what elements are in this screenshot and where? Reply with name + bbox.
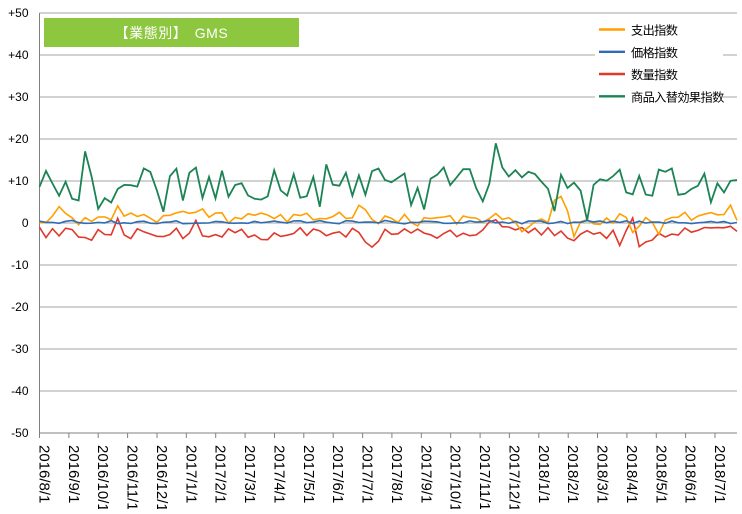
svg-text:+20: +20 (8, 132, 29, 146)
svg-text:支出指数: 支出指数 (631, 23, 678, 38)
svg-text:+30: +30 (8, 90, 29, 104)
svg-text:2016/11/1: 2016/11/1 (124, 445, 141, 509)
svg-text:-20: -20 (11, 300, 29, 314)
svg-text:0: 0 (22, 216, 29, 230)
svg-text:-30: -30 (11, 342, 29, 356)
svg-text:2016/8/1: 2016/8/1 (36, 445, 53, 503)
svg-text:-40: -40 (11, 384, 29, 398)
svg-text:2016/12/1: 2016/12/1 (153, 445, 170, 509)
svg-text:2018/2/1: 2018/2/1 (564, 445, 581, 503)
svg-text:+40: +40 (8, 48, 29, 62)
svg-text:2017/3/1: 2017/3/1 (241, 445, 258, 503)
svg-text:2018/5/1: 2018/5/1 (652, 445, 669, 503)
svg-text:2018/1/1: 2018/1/1 (535, 445, 552, 503)
svg-text:商品入替効果指数: 商品入替効果指数 (631, 89, 724, 104)
svg-text:価格指数: 価格指数 (631, 45, 678, 60)
svg-text:2017/1/1: 2017/1/1 (182, 445, 199, 503)
svg-text:2016/10/1: 2016/10/1 (94, 445, 111, 509)
svg-text:2018/4/1: 2018/4/1 (623, 445, 640, 503)
svg-text:2018/3/1: 2018/3/1 (594, 445, 611, 503)
svg-text:2017/7/1: 2017/7/1 (359, 445, 376, 503)
svg-text:2017/10/1: 2017/10/1 (447, 445, 464, 509)
svg-text:2017/11/1: 2017/11/1 (476, 445, 493, 509)
svg-text:2017/2/1: 2017/2/1 (212, 445, 229, 503)
svg-text:-50: -50 (11, 426, 29, 440)
svg-text:+10: +10 (8, 174, 29, 188)
svg-text:2016/9/1: 2016/9/1 (65, 445, 82, 503)
svg-text:2017/5/1: 2017/5/1 (300, 445, 317, 503)
svg-text:2017/12/1: 2017/12/1 (505, 445, 522, 509)
svg-text:+50: +50 (8, 6, 29, 20)
svg-text:2017/6/1: 2017/6/1 (329, 445, 346, 503)
svg-text:2017/4/1: 2017/4/1 (271, 445, 288, 503)
svg-text:2017/9/1: 2017/9/1 (417, 445, 434, 503)
svg-text:2018/7/1: 2018/7/1 (711, 445, 728, 503)
svg-text:-10: -10 (11, 258, 29, 272)
svg-text:2018/6/1: 2018/6/1 (682, 445, 699, 503)
svg-text:2017/8/1: 2017/8/1 (388, 445, 405, 503)
svg-text:数量指数: 数量指数 (631, 67, 678, 82)
